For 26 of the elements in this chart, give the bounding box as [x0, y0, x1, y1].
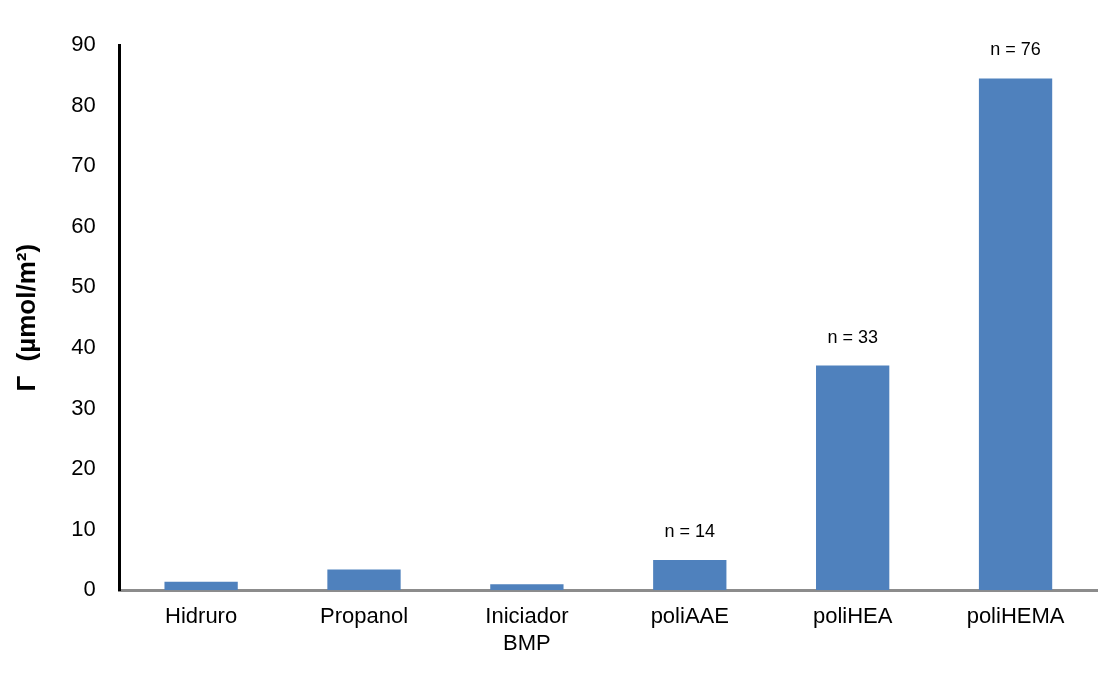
- y-tick-label: 40: [71, 334, 96, 360]
- y-tick-label: 60: [71, 212, 96, 238]
- y-axis-title: Γ (µmol/m²): [10, 243, 41, 392]
- bar: [816, 365, 890, 591]
- x-tick-label: Iniciador BMP: [485, 603, 569, 655]
- bar: [164, 581, 238, 591]
- x-tick-label: poliAAE: [650, 603, 729, 629]
- bar: [653, 559, 727, 591]
- annotation: n = 14: [664, 520, 716, 541]
- x-tick-label: poliHEA: [812, 603, 893, 629]
- y-tick-label: 90: [71, 31, 96, 57]
- x-tick-label: Propanol: [319, 603, 409, 629]
- y-tick-label: 20: [71, 455, 96, 481]
- x-tick-label: poliHEMA: [966, 603, 1065, 629]
- y-tick-label: 30: [71, 394, 96, 420]
- y-tick-label: 0: [83, 576, 96, 602]
- y-tick-label: 50: [71, 273, 96, 299]
- y-tick-label: 10: [71, 515, 96, 541]
- y-tick-label: 70: [71, 152, 96, 178]
- y-tick-label: 80: [71, 91, 96, 117]
- annotation: n = 76: [990, 39, 1041, 60]
- annotation: n = 33: [827, 326, 878, 347]
- bar: [978, 78, 1053, 591]
- bar: [490, 584, 564, 591]
- x-tick-label: Hidruro: [165, 603, 238, 629]
- bar: [327, 569, 401, 591]
